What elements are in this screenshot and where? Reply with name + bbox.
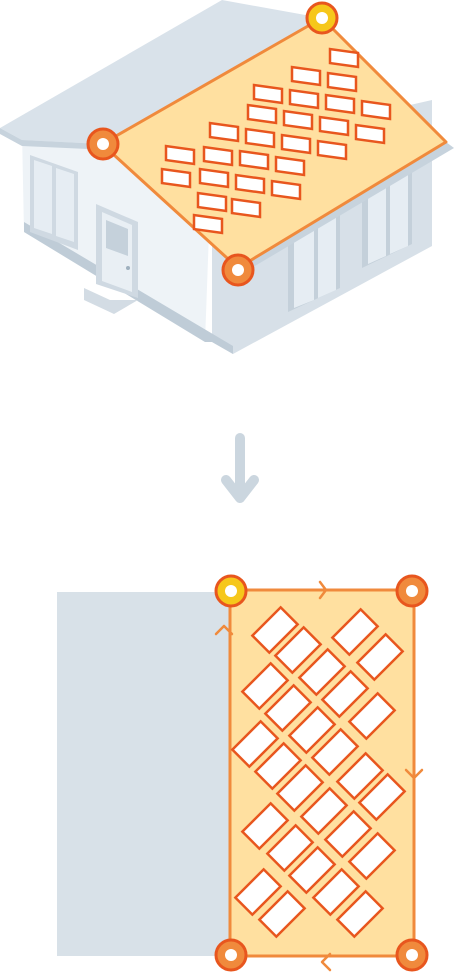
solar-panel	[357, 772, 407, 822]
wall-reference-rect	[57, 592, 233, 956]
roof-panel	[252, 83, 284, 105]
roof-panel	[192, 213, 224, 235]
roof-panel	[318, 115, 350, 137]
solar-panel	[347, 691, 397, 741]
solar-panel	[257, 889, 307, 939]
roof-panel	[208, 121, 240, 143]
roof-panel	[316, 139, 348, 161]
roof-panel	[280, 133, 312, 155]
roof-panel	[274, 155, 306, 177]
solar-panel	[233, 867, 283, 917]
solar-panel	[297, 647, 347, 697]
house-illustration	[0, 0, 454, 354]
solar-panel	[320, 669, 370, 719]
solar-panel	[323, 809, 373, 859]
solar-panel	[335, 751, 385, 801]
roof-panel	[238, 149, 270, 171]
roof-panel	[328, 47, 360, 69]
solar-panel	[250, 605, 300, 655]
roof-panel	[360, 99, 392, 121]
solar-panel	[287, 705, 337, 755]
roof-panel	[282, 109, 314, 131]
chevron-icon	[214, 580, 424, 972]
solar-panel	[355, 632, 405, 682]
solar-panel	[275, 763, 325, 813]
arrow-down-icon	[221, 433, 259, 503]
house-roof-left-edge	[0, 128, 110, 150]
roof-panel	[288, 88, 320, 110]
roof-panel	[324, 93, 356, 115]
roof-panel	[326, 71, 358, 93]
solar-panel	[240, 801, 290, 851]
solar-panel	[347, 831, 397, 881]
roof-panel	[164, 144, 196, 166]
house-door	[84, 204, 138, 314]
roof-panel	[244, 127, 276, 149]
solar-panel	[273, 625, 323, 675]
solar-panel	[335, 889, 385, 939]
house-roof-left	[0, 0, 322, 144]
solar-panel	[310, 727, 360, 777]
solar-panel	[263, 683, 313, 733]
flat-corner-top-left[interactable]	[214, 574, 248, 608]
flattened-roof-view	[57, 574, 429, 972]
roof-panel	[198, 167, 230, 189]
solar-panel	[240, 661, 290, 711]
roof-panel	[290, 65, 322, 87]
solar-panel	[287, 845, 337, 895]
flat-solar-panels	[230, 605, 407, 939]
house-left-windows	[30, 155, 78, 250]
roof-panel	[234, 173, 266, 195]
flat-corner-top-right[interactable]	[395, 574, 429, 608]
house-roof-right-edge	[236, 142, 454, 276]
roof-panel	[196, 191, 228, 213]
flat-corner-bottom-right[interactable]	[395, 938, 429, 972]
solar-panel	[299, 786, 349, 836]
roof-panel	[246, 103, 278, 125]
solar-panel	[253, 741, 303, 791]
roof-corner-1[interactable]	[305, 1, 339, 35]
roof-panel	[230, 197, 262, 219]
roof-panel	[202, 145, 234, 167]
roof-corner-2[interactable]	[86, 127, 120, 161]
solar-panel	[230, 719, 280, 769]
roof-corner-3[interactable]	[221, 253, 255, 287]
roof-panel	[160, 167, 192, 189]
solar-panel	[265, 823, 315, 873]
solar-panel	[311, 867, 361, 917]
flat-corner-bottom-left[interactable]	[214, 938, 248, 972]
solar-panel	[330, 607, 380, 657]
roof-solar-panels	[160, 47, 392, 235]
roof-panel	[354, 123, 386, 145]
roof-panel	[270, 179, 302, 201]
